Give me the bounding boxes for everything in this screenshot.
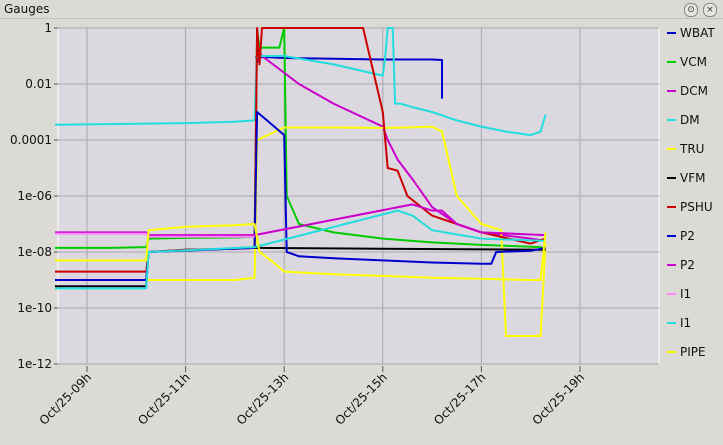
y-tick-label: 1 bbox=[44, 21, 52, 35]
float-button[interactable]: ⊙ bbox=[684, 3, 698, 17]
y-tick-label: 1e-06 bbox=[17, 189, 52, 203]
legend-label[interactable]: I1 bbox=[680, 287, 691, 301]
legend-label[interactable]: TRU bbox=[679, 142, 704, 156]
legend-label[interactable]: VFM bbox=[680, 171, 705, 185]
y-tick-label: 0.0001 bbox=[10, 133, 52, 147]
y-tick-labels: 1 0.01 0.0001 1e-06 1e-08 1e-10 1e-12 bbox=[10, 21, 52, 371]
x-tick-label: Oct/25-17h bbox=[431, 370, 488, 427]
close-button[interactable]: × bbox=[703, 3, 717, 17]
series-line-tru-4 bbox=[55, 125, 547, 337]
y-tick-label: 1e-12 bbox=[17, 357, 52, 371]
x-tick-label: Oct/25-15h bbox=[332, 370, 389, 427]
legend: WBAT VCM DCM DM TRU VFM PSHU P2 P2 I1 I1 PIPE bbox=[667, 26, 715, 359]
series-line-dm-3 bbox=[54, 27, 547, 137]
legend-label[interactable]: VCM bbox=[680, 55, 707, 69]
x-tick-label: Oct/25-09h bbox=[37, 370, 94, 427]
x-tick-label: Oct/25-19h bbox=[530, 370, 587, 427]
gauges-chart: 1 0.01 0.0001 1e-06 1e-08 1e-10 1e-12 Oct/25-0… bbox=[10, 21, 715, 428]
x-tick-labels: Oct/25-09h Oct/25-11h Oct/25-13h Oct/25-15h… bbox=[37, 370, 587, 427]
y-tick-label: 0.01 bbox=[25, 77, 52, 91]
x-tick-label: Oct/25-13h bbox=[234, 370, 291, 427]
y-tick-label: 1e-10 bbox=[17, 301, 52, 315]
window-title: Gauges bbox=[4, 2, 50, 16]
legend-label[interactable]: PIPE bbox=[680, 345, 706, 359]
series-lines bbox=[54, 27, 547, 337]
series-line-i1-10 bbox=[55, 209, 546, 290]
legend-label[interactable]: DM bbox=[680, 113, 700, 127]
series-line-pipe-11 bbox=[55, 223, 547, 281]
legend-label[interactable]: PSHU bbox=[680, 200, 713, 214]
legend-label[interactable]: DCM bbox=[680, 84, 708, 98]
title-bar: Gauges ⊙ × bbox=[0, 0, 723, 19]
series-line-p2-8 bbox=[55, 203, 546, 237]
y-tick-label: 1e-08 bbox=[17, 245, 52, 259]
legend-label[interactable]: P2 bbox=[680, 258, 695, 272]
legend-label[interactable]: I1 bbox=[680, 316, 691, 330]
legend-label[interactable]: WBAT bbox=[680, 26, 715, 40]
legend-label[interactable]: P2 bbox=[680, 229, 695, 243]
x-tick-label: Oct/25-11h bbox=[135, 370, 192, 427]
